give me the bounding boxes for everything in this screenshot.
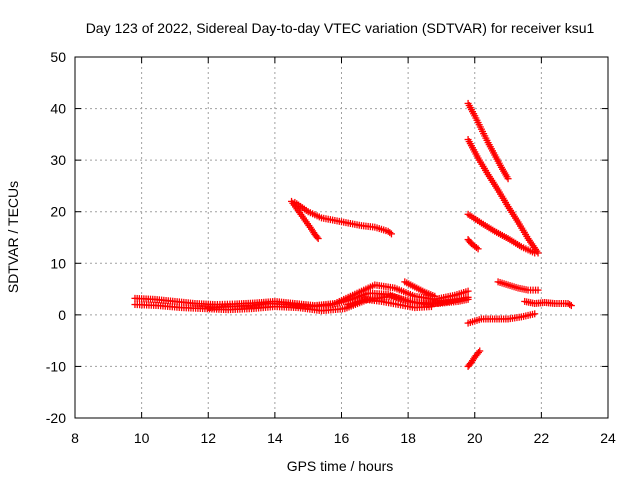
series-arc-steep-3 [464, 210, 539, 257]
chart-title: Day 123 of 2022, Sidereal Day-to-day VTE… [86, 20, 595, 36]
series-arc-high-2 [291, 198, 395, 238]
y-tick-label: -10 [46, 358, 66, 374]
y-axis-label: SDTVAR / TECUs [5, 181, 21, 293]
x-tick-label: 10 [134, 430, 150, 446]
series-arc-steep-2 [464, 136, 542, 257]
y-tick-label: 10 [50, 255, 66, 271]
series-arc-short-20 [464, 236, 482, 253]
x-tick-label: 16 [334, 430, 350, 446]
x-tick-label: 18 [400, 430, 416, 446]
series-arc-low-late [464, 310, 539, 327]
x-tick-label: 22 [534, 430, 550, 446]
plot-frame [74, 56, 609, 419]
x-tick-label: 12 [200, 430, 216, 446]
series-arc-main-3 [204, 289, 472, 312]
x-tick-label: 14 [267, 430, 283, 446]
y-tick-label: 0 [58, 307, 66, 323]
y-tick-label: 50 [50, 49, 66, 65]
y-tick-label: 20 [50, 204, 66, 220]
series-arc-mid-18 [401, 278, 439, 300]
series-arc-steep-1 [464, 99, 512, 183]
x-tick-label: 24 [600, 430, 616, 446]
y-tick-label: 40 [50, 101, 66, 117]
x-tick-label: 20 [467, 430, 483, 446]
data-points [131, 99, 575, 370]
x-tick-label: 8 [71, 430, 79, 446]
axis-ticks: 8 10 12 14 16 18 20 22 24 -20 -10 0 10 20 30 40 50 [46, 49, 616, 446]
series-arc-tail [521, 297, 575, 310]
series-arc-high-1 [288, 197, 322, 243]
y-tick-label: 30 [50, 152, 66, 168]
series-arc-main-4 [344, 295, 435, 312]
x-axis-label: GPS time / hours [287, 458, 394, 474]
series-arc-neg [464, 347, 484, 370]
series-arc-mid-late [494, 278, 542, 294]
y-tick-label: -20 [46, 410, 66, 426]
